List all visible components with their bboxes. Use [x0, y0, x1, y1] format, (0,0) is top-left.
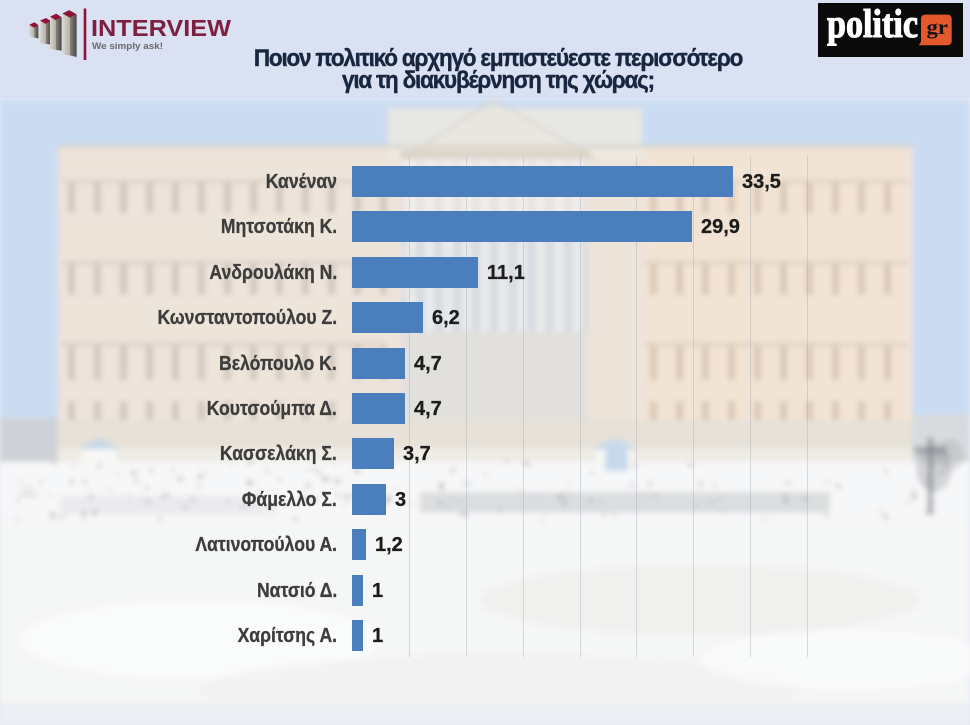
svg-text:gr: gr [927, 15, 949, 39]
svg-text:politic: politic [827, 3, 918, 46]
svg-text:INTERVIEW: INTERVIEW [91, 15, 232, 41]
svg-text:We simply ask!: We simply ask! [92, 41, 163, 51]
